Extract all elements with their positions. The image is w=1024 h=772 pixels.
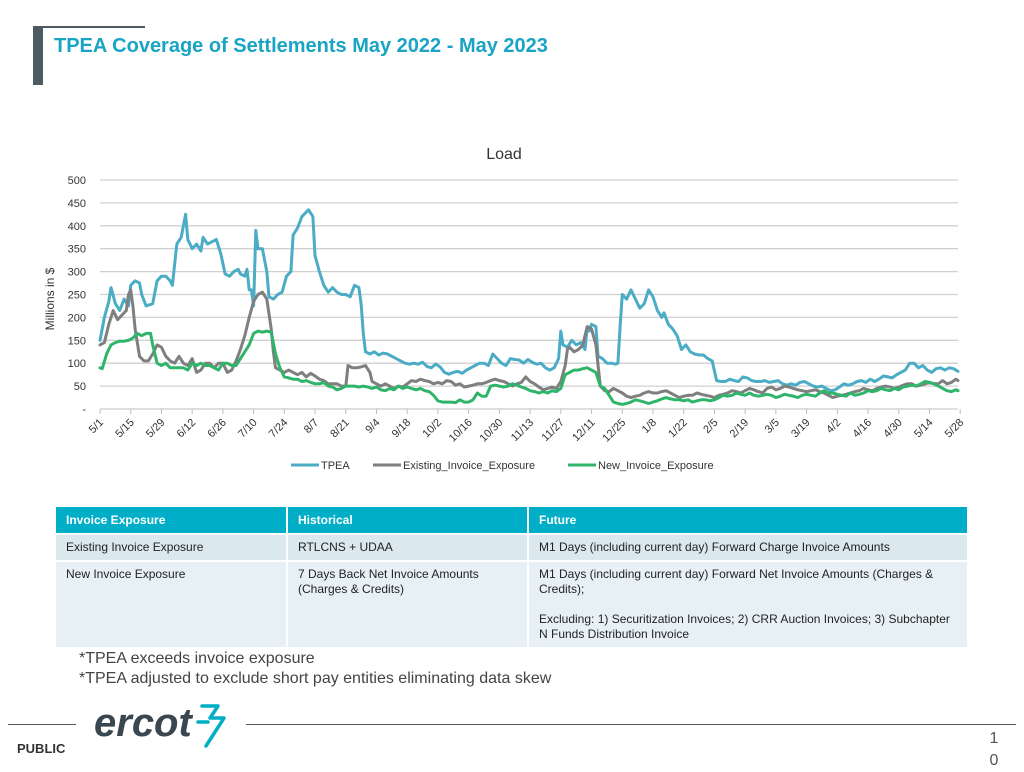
x-tick-label: 8/7 [302, 417, 321, 436]
x-tick-label: 7/10 [236, 417, 260, 441]
page-title: TPEA Coverage of Settlements May 2022 - … [54, 35, 548, 57]
future-line: Excluding: 1) Securitization Invoices; 2… [539, 612, 950, 641]
series-line-tpea [98, 208, 960, 393]
y-tick-label: 500 [68, 175, 86, 187]
header-invoice-exposure: Invoice Exposure [56, 507, 288, 534]
x-tick-label: 3/5 [763, 417, 782, 436]
header-historical: Historical [287, 507, 529, 534]
classification-label: PUBLIC [17, 741, 66, 756]
page-number-digit: 0 [989, 752, 999, 769]
x-tick-label: 5/15 [113, 417, 137, 441]
x-tick-label: 11/13 [509, 417, 536, 444]
x-tick-label: 6/12 [175, 417, 199, 441]
x-tick-label: 9/18 [390, 417, 414, 441]
page-number: 1 0 [988, 728, 1000, 772]
chart-title: Load [486, 146, 522, 163]
footnotes: *TPEA exceeds invoice exposure *TPEA adj… [79, 649, 551, 689]
title-accent-line [33, 26, 145, 28]
y-tick-label: 300 [68, 267, 86, 279]
y-tick-label: 150 [68, 335, 86, 347]
x-tick-label: 5/29 [144, 417, 168, 441]
invoice-exposure-table: Invoice Exposure Historical Future Exist… [56, 507, 969, 647]
x-tick-label: 4/2 [824, 417, 843, 436]
title-accent-bar [33, 26, 43, 85]
x-tick-label: 7/24 [267, 417, 291, 441]
series-line-new-invoice-exposure [98, 329, 960, 406]
x-tick-label: 1/8 [640, 417, 659, 436]
x-tick-label: 10/2 [420, 417, 444, 441]
table-row: Existing Invoice Exposure RTLCNS + UDAA … [56, 533, 969, 561]
future-line: M1 Days (including current day) Forward … [539, 540, 890, 554]
x-tick-label: 6/26 [205, 417, 229, 441]
x-tick-label: 12/11 [570, 417, 597, 444]
footer-divider-right [246, 724, 1016, 725]
y-tick-label: 450 [68, 198, 86, 210]
x-tick-label: 2/5 [701, 417, 720, 436]
legend-entry: TPEA [321, 460, 350, 472]
header-future: Future [528, 507, 969, 534]
x-tick-label: 10/16 [447, 417, 475, 445]
page-number-digit: 1 [989, 730, 999, 747]
x-tick-label: 9/4 [363, 417, 382, 436]
table-row: New Invoice Exposure 7 Days Back Net Inv… [56, 560, 969, 647]
footer-divider-left [8, 724, 76, 725]
series-line-existing-invoice-exposure [98, 288, 960, 400]
x-tick-label: 5/14 [912, 417, 936, 441]
y-tick-label: 250 [68, 290, 86, 302]
x-tick-label: 2/19 [728, 417, 752, 441]
future-line: M1 Days (including current day) Forward … [539, 567, 934, 596]
cell-future: M1 Days (including current day) Forward … [528, 533, 969, 561]
cell-exposure: Existing Invoice Exposure [56, 533, 288, 561]
table-header-row: Invoice Exposure Historical Future [56, 507, 969, 534]
footnote: *TPEA adjusted to exclude short pay enti… [79, 670, 552, 687]
legend-entry: Existing_Invoice_Exposure [403, 460, 535, 472]
y-axis-label: Millions in $ [43, 267, 57, 330]
x-tick-label: 3/19 [789, 417, 813, 441]
cell-exposure: New Invoice Exposure [56, 560, 288, 647]
x-tick-label: 11/27 [540, 417, 567, 444]
x-tick-label: 1/22 [666, 417, 690, 441]
ercot-logo: ercot [94, 701, 226, 748]
y-tick-label: 100 [68, 358, 86, 370]
y-tick-label: 200 [68, 312, 86, 324]
load-line-chart: Load Millions in $ - 50 100 150 200 250 300 350 40… [43, 146, 967, 472]
x-tick-label: 10/30 [478, 417, 506, 445]
footnote: *TPEA exceeds invoice exposure [79, 650, 315, 667]
y-tick-label: 50 [74, 381, 86, 393]
y-tick-label: - [82, 404, 86, 416]
x-tick-label: 5/1 [87, 417, 106, 436]
y-tick-label: 400 [68, 221, 86, 233]
logo-wordmark: ercot [94, 701, 193, 745]
x-tick-label: 12/25 [600, 417, 628, 445]
x-tick-label: 8/21 [328, 417, 352, 441]
x-tick-label: 4/16 [851, 417, 875, 441]
cell-historical: 7 Days Back Net Invoice Amounts (Charges… [287, 560, 529, 647]
cell-historical: RTLCNS + UDAA [287, 533, 529, 561]
cell-future: M1 Days (including current day) Forward … [528, 560, 969, 647]
x-tick-label: 5/28 [943, 417, 967, 441]
bolt-icon [196, 704, 226, 748]
legend-entry: New_Invoice_Exposure [598, 460, 714, 472]
x-tick-label: 4/30 [881, 417, 905, 441]
y-tick-label: 350 [68, 244, 86, 256]
